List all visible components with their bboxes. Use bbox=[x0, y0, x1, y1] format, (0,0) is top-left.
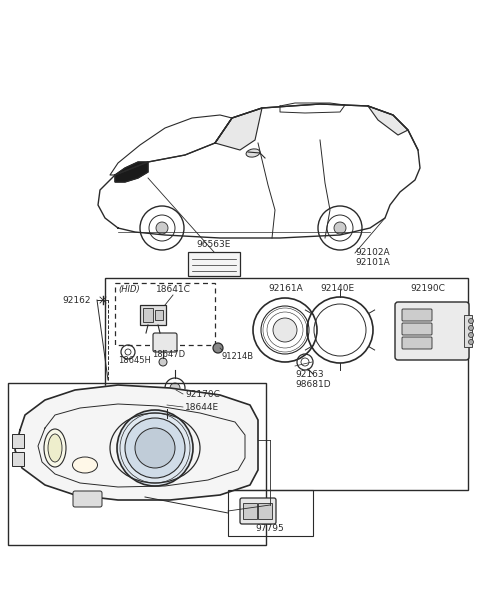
Polygon shape bbox=[368, 106, 408, 135]
FancyBboxPatch shape bbox=[402, 323, 432, 335]
Text: 92170C: 92170C bbox=[185, 390, 220, 399]
Bar bbox=[115, 283, 215, 345]
Circle shape bbox=[135, 428, 175, 468]
Bar bbox=[12, 452, 24, 466]
Circle shape bbox=[273, 318, 297, 342]
Text: 92161A: 92161A bbox=[268, 284, 303, 293]
FancyBboxPatch shape bbox=[258, 503, 272, 519]
Text: 92140E: 92140E bbox=[320, 284, 354, 293]
FancyBboxPatch shape bbox=[73, 491, 102, 507]
Polygon shape bbox=[15, 385, 258, 500]
Text: 98681D: 98681D bbox=[295, 380, 331, 389]
FancyBboxPatch shape bbox=[153, 333, 177, 352]
Circle shape bbox=[334, 222, 346, 234]
Bar bbox=[464, 315, 472, 347]
Ellipse shape bbox=[72, 457, 97, 473]
Circle shape bbox=[117, 410, 193, 486]
Bar bbox=[188, 252, 240, 276]
Circle shape bbox=[468, 339, 473, 345]
FancyBboxPatch shape bbox=[243, 503, 257, 519]
Text: 92102A: 92102A bbox=[355, 248, 390, 257]
Text: 92163: 92163 bbox=[295, 370, 324, 379]
Text: 18641C: 18641C bbox=[156, 285, 191, 294]
FancyBboxPatch shape bbox=[402, 309, 432, 321]
Circle shape bbox=[213, 343, 223, 353]
Text: 92190C: 92190C bbox=[410, 284, 445, 293]
Text: 92162: 92162 bbox=[62, 295, 91, 304]
Circle shape bbox=[125, 418, 185, 478]
Circle shape bbox=[156, 222, 168, 234]
Text: (HID): (HID) bbox=[118, 285, 140, 294]
Text: 91214B: 91214B bbox=[222, 352, 254, 361]
Text: 18644E: 18644E bbox=[185, 403, 219, 412]
Text: 18645H: 18645H bbox=[118, 356, 151, 365]
Circle shape bbox=[468, 333, 473, 337]
Polygon shape bbox=[215, 108, 262, 150]
FancyBboxPatch shape bbox=[240, 498, 276, 524]
FancyBboxPatch shape bbox=[395, 302, 469, 360]
Text: 18647D: 18647D bbox=[152, 350, 185, 359]
Circle shape bbox=[170, 383, 180, 393]
Bar bbox=[140, 305, 166, 325]
Circle shape bbox=[159, 358, 167, 366]
Circle shape bbox=[468, 318, 473, 323]
Ellipse shape bbox=[246, 149, 260, 157]
Bar bbox=[8, 383, 266, 545]
Bar bbox=[105, 278, 468, 490]
FancyBboxPatch shape bbox=[402, 337, 432, 349]
Ellipse shape bbox=[44, 429, 66, 467]
Text: 96563E: 96563E bbox=[197, 240, 231, 249]
FancyBboxPatch shape bbox=[156, 395, 178, 411]
Ellipse shape bbox=[48, 434, 62, 462]
Bar bbox=[143, 308, 153, 322]
Bar bbox=[228, 490, 313, 536]
Bar bbox=[12, 434, 24, 448]
Polygon shape bbox=[115, 162, 148, 182]
Text: 92101A: 92101A bbox=[355, 258, 390, 267]
Text: 97795: 97795 bbox=[256, 524, 284, 533]
Bar bbox=[155, 310, 163, 320]
Circle shape bbox=[468, 326, 473, 330]
